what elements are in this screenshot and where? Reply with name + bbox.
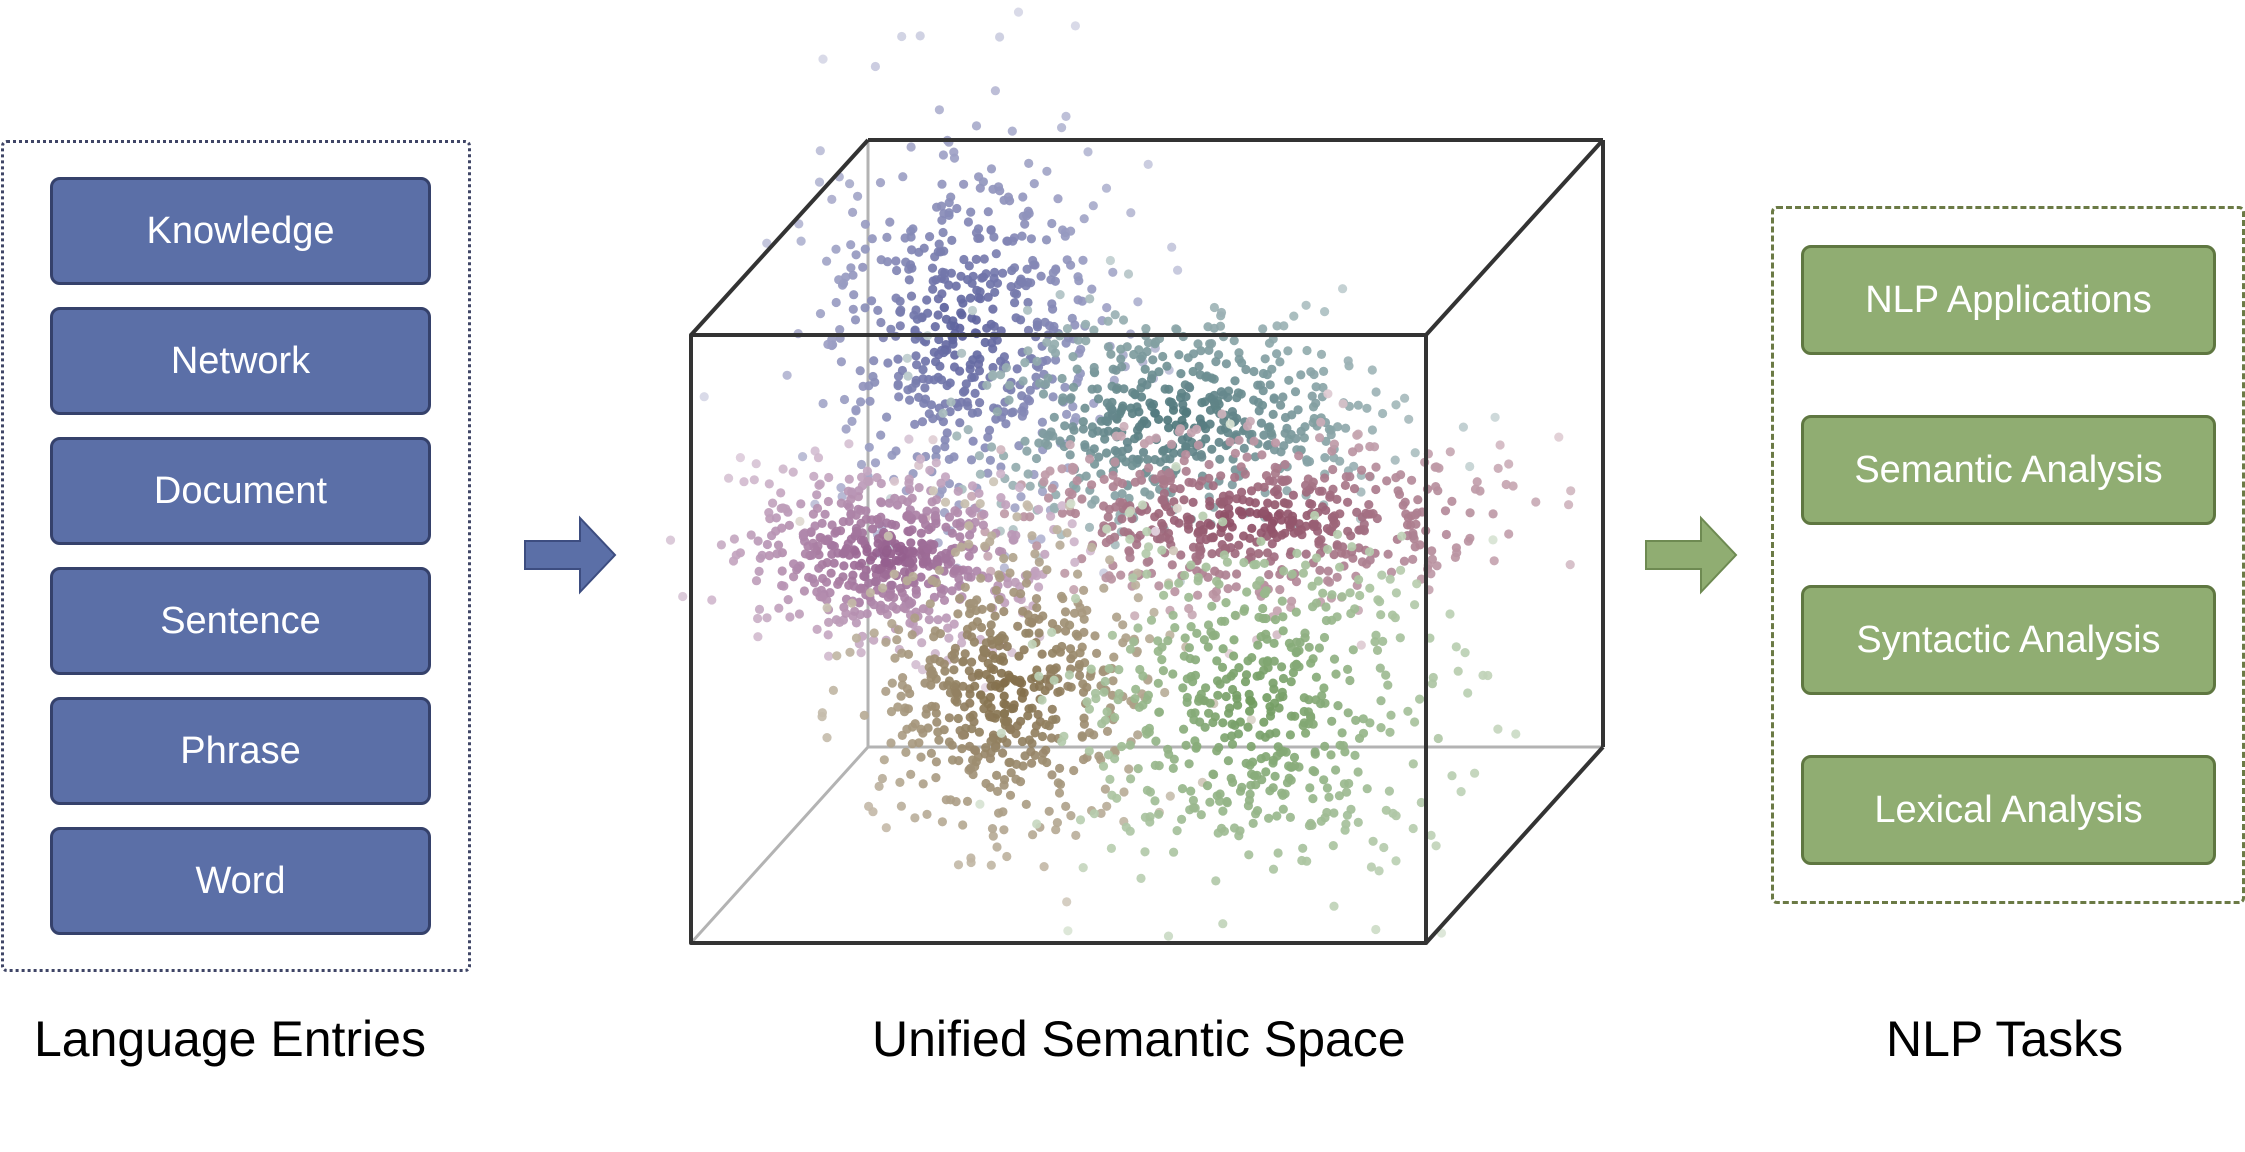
- task-semantic-analysis[interactable]: Semantic Analysis: [1801, 415, 2216, 525]
- cluster-3: [889, 389, 1576, 659]
- cluster-1: [699, 7, 1183, 578]
- arrow-right-icon: [524, 515, 617, 595]
- cluster-4: [665, 434, 1161, 693]
- language-entries-caption: Language Entries: [34, 1011, 426, 1067]
- semantic-space-caption: Unified Semantic Space: [872, 1011, 1406, 1067]
- cluster-6: [975, 419, 1521, 941]
- cube-front-edges: [689, 138, 1605, 945]
- embedding-points: [665, 7, 1576, 941]
- entry-word[interactable]: Word: [50, 827, 431, 935]
- arrow-right-icon: [1645, 515, 1738, 595]
- entry-phrase[interactable]: Phrase: [50, 697, 431, 805]
- task-nlp-applications[interactable]: NLP Applications: [1801, 245, 2216, 355]
- entry-document[interactable]: Document: [50, 437, 431, 545]
- entry-knowledge[interactable]: Knowledge: [50, 177, 431, 285]
- entry-sentence[interactable]: Sentence: [50, 567, 431, 675]
- task-syntactic-analysis[interactable]: Syntactic Analysis: [1801, 585, 2216, 695]
- nlp-tasks-caption: NLP Tasks: [1886, 1011, 2124, 1067]
- nlp-tasks-panel: NLP Applications Semantic Analysis Synta…: [1771, 206, 2245, 904]
- task-lexical-analysis[interactable]: Lexical Analysis: [1801, 755, 2216, 865]
- entry-network[interactable]: Network: [50, 307, 431, 415]
- language-entries-panel: Knowledge Network Document Sentence Phra…: [1, 140, 471, 972]
